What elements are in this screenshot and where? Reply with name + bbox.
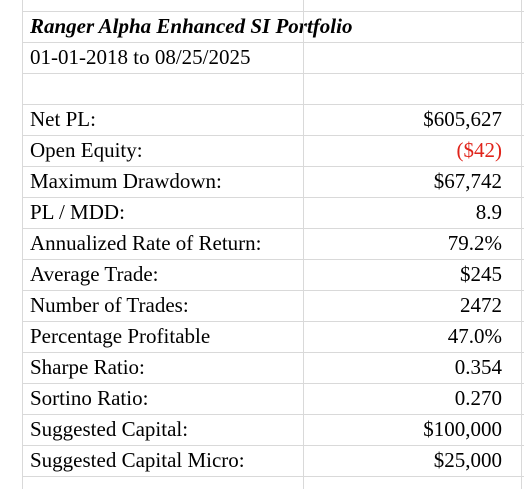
grid-line	[303, 0, 304, 489]
metric-value: $25,000	[433, 448, 502, 472]
grid-line	[22, 476, 524, 477]
grid-line	[22, 383, 524, 384]
metric-value: 2472	[460, 293, 502, 317]
grid-line	[22, 166, 524, 167]
metric-label: Percentage Profitable	[30, 324, 211, 348]
metric-label: Net PL:	[30, 107, 96, 131]
metric-value: 8.9	[475, 200, 502, 224]
grid-line	[22, 228, 524, 229]
metric-label: Average Trade:	[30, 262, 159, 286]
grid-line	[22, 321, 524, 322]
metric-label: Sortino Ratio:	[30, 386, 149, 410]
grid-line	[22, 445, 524, 446]
metric-value: 79.2%	[447, 231, 502, 255]
grid-line	[22, 11, 524, 12]
grid-line	[22, 104, 524, 105]
grid-line	[22, 73, 524, 74]
grid-line	[521, 0, 522, 489]
metric-value: $245	[460, 262, 502, 286]
grid-line	[22, 42, 524, 43]
date-range: 01-01-2018 to 08/25/2025	[30, 45, 251, 69]
metric-value: 0.270	[454, 386, 502, 410]
grid-line	[22, 135, 524, 136]
metric-value: 47.0%	[447, 324, 502, 348]
grid-line	[22, 0, 23, 489]
grid-line	[22, 414, 524, 415]
grid-line	[22, 197, 524, 198]
metric-value: $100,000	[423, 417, 502, 441]
metric-value: $605,627	[423, 107, 502, 131]
metric-label: Suggested Capital:	[30, 417, 189, 441]
metric-value: $67,742	[433, 169, 502, 193]
grid-line	[22, 290, 524, 291]
metric-label: Open Equity:	[30, 138, 143, 162]
title: Ranger Alpha Enhanced SI Portfolio	[30, 14, 353, 38]
grid-line	[22, 259, 524, 260]
metric-value: 0.354	[454, 355, 502, 379]
metric-label: Maximum Drawdown:	[30, 169, 222, 193]
metric-label: Annualized Rate of Return:	[30, 231, 262, 255]
metric-label: Number of Trades:	[30, 293, 189, 317]
metric-value: ($42)	[456, 138, 503, 162]
grid-line	[22, 352, 524, 353]
metric-label: Suggested Capital Micro:	[30, 448, 245, 472]
metric-label: Sharpe Ratio:	[30, 355, 145, 379]
metric-label: PL / MDD:	[30, 200, 125, 224]
